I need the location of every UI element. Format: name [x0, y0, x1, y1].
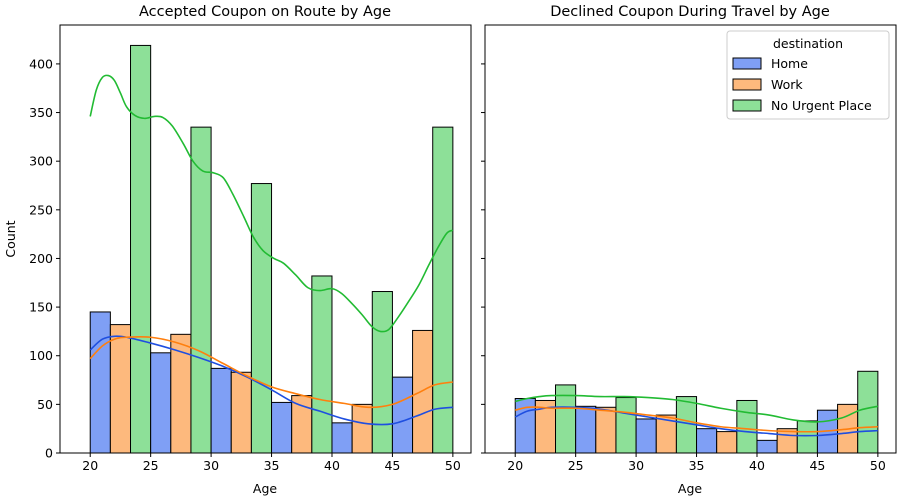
bar-no-urgent-place-bin-4: [796, 420, 818, 454]
x-tick-label: 40: [324, 458, 340, 473]
x-tick-label: 50: [445, 458, 461, 473]
bar-no-urgent-place-bin-0: [130, 44, 152, 454]
bar-no-urgent-place-bin-3: [311, 275, 333, 454]
legend-swatch-home: [732, 57, 762, 70]
x-tick-label: 25: [568, 458, 584, 473]
legend: destination Home Work No Urgent Place: [726, 30, 890, 120]
bar-home-bin-0: [89, 311, 111, 454]
kde-line-no-urgent-place: [515, 394, 879, 423]
bar-work-bin-3: [716, 431, 738, 454]
x-tick-label: 20: [82, 458, 98, 473]
bar-work-bin-5: [412, 329, 434, 454]
bar-home-bin-1: [575, 405, 597, 454]
legend-label-work: Work: [771, 77, 803, 92]
bar-home-bin-4: [756, 439, 778, 454]
x-tick-label: 45: [384, 458, 400, 473]
bar-no-urgent-place-bin-5: [857, 370, 879, 454]
bar-work-bin-4: [351, 403, 373, 454]
left-chart-title: Accepted Coupon on Route by Age: [139, 4, 391, 20]
right-x-axis-label: Age: [678, 481, 702, 496]
x-tick-label: 30: [203, 458, 219, 473]
right-chart-title: Declined Coupon During Travel by Age: [550, 4, 830, 20]
kde-line-home: [514, 406, 878, 437]
bar-no-urgent-place-bin-2: [250, 183, 273, 454]
bar-work-bin-0: [109, 324, 132, 454]
bar-home-bin-2: [210, 367, 232, 454]
bar-no-urgent-place-bin-5: [432, 126, 454, 454]
y-tick-label: 400: [29, 56, 53, 71]
x-tick-label: 40: [749, 458, 765, 473]
x-tick-label: 20: [507, 458, 523, 473]
plot-frame: [59, 24, 472, 454]
y-tick-label: 0: [45, 446, 53, 461]
plot-frame: [484, 24, 897, 454]
y-tick-label: 250: [29, 202, 53, 217]
legend-swatch-no-urgent-place: [732, 99, 762, 112]
left-x-axis-label: Age: [253, 481, 277, 496]
x-tick-label: 30: [628, 458, 644, 473]
x-tick-label: 50: [870, 458, 886, 473]
y-tick-label: 50: [37, 397, 53, 412]
legend-label-home: Home: [771, 56, 808, 71]
bar-no-urgent-place-bin-1: [190, 126, 212, 454]
bar-no-urgent-place-bin-4: [371, 291, 393, 454]
y-tick-label: 200: [29, 251, 53, 266]
y-tick-label: 150: [29, 300, 53, 315]
bar-home-bin-3: [696, 428, 718, 454]
y-tick-label: 300: [29, 154, 53, 169]
x-tick-label: 35: [264, 458, 280, 473]
bar-work-bin-3: [291, 395, 313, 454]
y-tick-label: 100: [29, 348, 53, 363]
left-y-axis-label: Count: [3, 220, 18, 257]
x-tick-label: 25: [143, 458, 159, 473]
legend-label-no-urgent-place: No Urgent Place: [771, 98, 872, 113]
left-panel: Accepted Coupon on Route by Age Count Ag…: [3, 4, 472, 496]
x-tick-label: 35: [689, 458, 705, 473]
bar-work-bin-1: [595, 406, 617, 454]
legend-swatch-work: [732, 78, 762, 91]
kde-line-work: [89, 336, 453, 409]
bar-home-bin-5: [391, 376, 414, 454]
x-tick-label: 45: [809, 458, 825, 473]
kde-line-work: [515, 406, 878, 433]
legend-box: [726, 30, 890, 120]
kde-line-no-urgent-place: [89, 74, 454, 333]
bar-home-bin-1: [150, 352, 172, 454]
right-panel: Declined Coupon During Travel by Age Age…: [481, 4, 897, 496]
bar-home-bin-2: [635, 418, 657, 454]
bar-no-urgent-place-bin-1: [615, 397, 637, 454]
bar-home-bin-3: [271, 401, 293, 454]
bar-no-urgent-place-bin-3: [736, 399, 758, 454]
bar-home-bin-4: [331, 422, 353, 454]
y-tick-label: 350: [29, 105, 53, 120]
legend-title: destination: [773, 36, 843, 51]
bar-work-bin-2: [230, 371, 252, 454]
